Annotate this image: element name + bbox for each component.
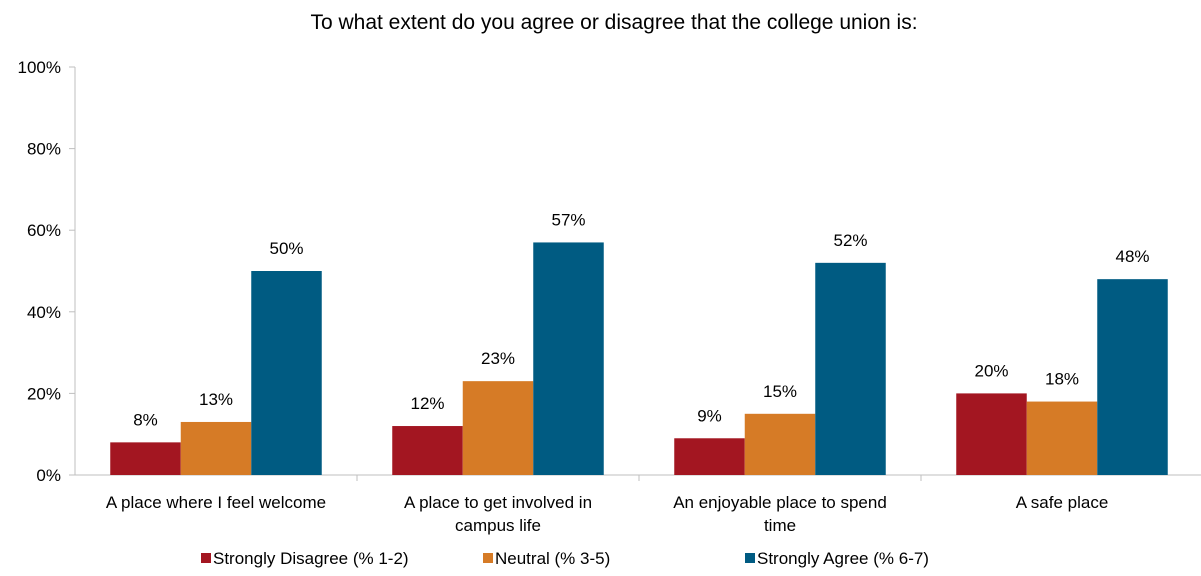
x-category-label: An enjoyable place to spend time	[673, 493, 887, 535]
y-tick-label: 100%	[18, 58, 61, 77]
bar	[533, 242, 604, 475]
x-axis: A place where I feel welcome A place to g…	[75, 474, 1201, 535]
data-label: 48%	[1115, 247, 1149, 266]
data-label: 8%	[133, 410, 158, 429]
y-tick-label: 20%	[27, 384, 61, 403]
data-label: 9%	[697, 406, 722, 425]
bar	[744, 413, 816, 475]
legend-label: Strongly Agree (% 6-7)	[757, 549, 929, 568]
data-label: 20%	[974, 361, 1008, 380]
legend-swatch	[483, 553, 493, 563]
legend-swatch	[745, 553, 755, 563]
bar	[1097, 279, 1168, 475]
y-tick-label: 0%	[36, 466, 61, 485]
x-category-label: A place where I feel welcome	[106, 493, 326, 512]
x-category-label: A place to get involved in campus life	[404, 493, 592, 535]
bar	[180, 421, 252, 475]
legend-label: Strongly Disagree (% 1-2)	[213, 549, 409, 568]
data-label: 18%	[1045, 370, 1079, 389]
data-label: 52%	[833, 231, 867, 250]
data-label: 15%	[763, 382, 797, 401]
bar	[815, 262, 886, 475]
bar	[956, 393, 1027, 475]
y-tick-label: 40%	[27, 303, 61, 322]
legend-swatch	[201, 553, 211, 563]
bar	[1026, 401, 1098, 475]
legend: Strongly Disagree (% 1-2) Neutral (% 3-5)…	[201, 549, 929, 568]
bar	[110, 442, 181, 475]
y-axis: 0% 20% 40% 60% 80% 100%	[18, 58, 76, 485]
x-category-label: A safe place	[1016, 493, 1109, 512]
chart-title: To what extent do you agree or disagree …	[310, 11, 917, 34]
y-tick-label: 60%	[27, 221, 61, 240]
data-label: 13%	[199, 390, 233, 409]
bar	[462, 381, 534, 475]
y-tick-label: 80%	[27, 140, 61, 159]
bar	[251, 271, 322, 475]
data-label: 23%	[481, 349, 515, 368]
bar	[392, 426, 463, 475]
data-label: 50%	[269, 239, 303, 258]
bars: 8% 13% 50% 12% 23% 57% 9% 15% 52% 20% 18% 48%	[110, 210, 1168, 475]
legend-item: Neutral (% 3-5)	[483, 549, 610, 568]
legend-label: Neutral (% 3-5)	[495, 549, 610, 568]
data-label: 57%	[551, 210, 585, 229]
legend-item: Strongly Agree (% 6-7)	[745, 549, 929, 568]
legend-item: Strongly Disagree (% 1-2)	[201, 549, 409, 568]
bar	[674, 438, 745, 475]
data-label: 12%	[410, 394, 444, 413]
